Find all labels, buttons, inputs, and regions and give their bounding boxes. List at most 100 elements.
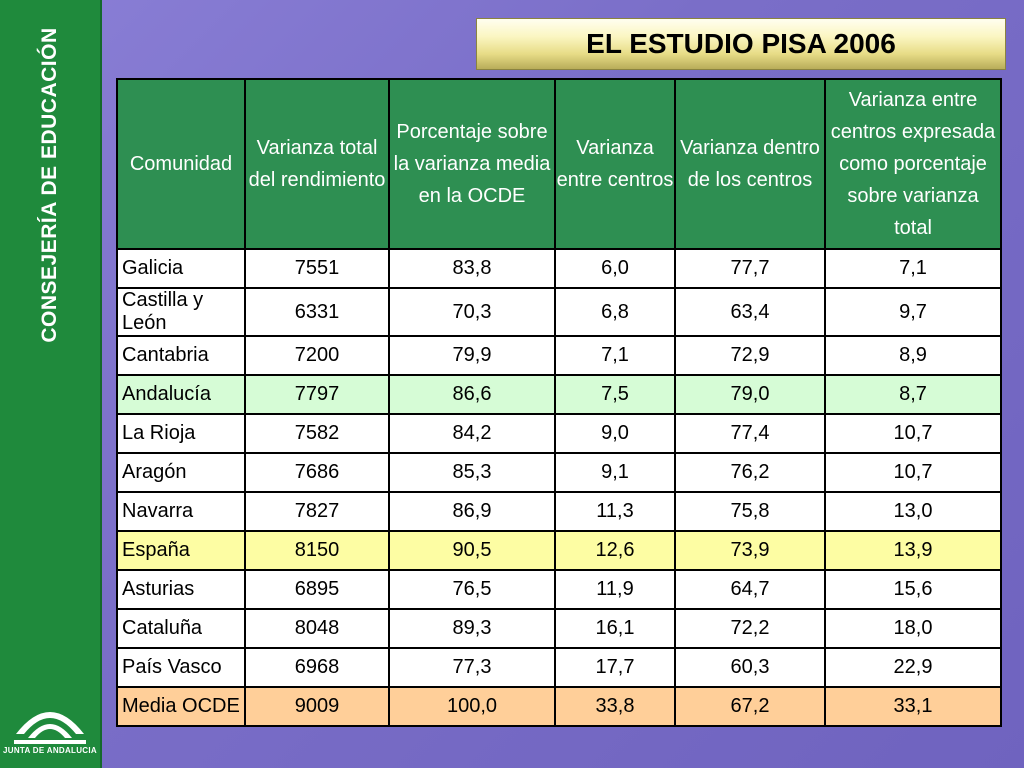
table-container: Comunidad Varianza total del rendimiento…	[116, 78, 1002, 727]
table-row: País Vasco 6968 77,3 17,7 60,3 22,9	[116, 647, 1002, 688]
value-cell: 7551	[244, 248, 390, 289]
row-name-cell: País Vasco	[116, 647, 246, 688]
value-cell: 7582	[244, 413, 390, 454]
value-cell: 72,2	[674, 608, 826, 649]
table-row: Cataluña 8048 89,3 16,1 72,2 18,0	[116, 608, 1002, 649]
row-name-cell: La Rioja	[116, 413, 246, 454]
sidebar: CONSEJERÍA DE EDUCACIÓN JUNTA DE ANDALUC…	[0, 0, 102, 768]
value-cell: 63,4	[674, 287, 826, 337]
value-cell: 13,9	[824, 530, 1002, 571]
row-name-cell: Navarra	[116, 491, 246, 532]
value-cell: 6331	[244, 287, 390, 337]
table-row: La Rioja 7582 84,2 9,0 77,4 10,7	[116, 413, 1002, 454]
value-cell: 7200	[244, 335, 390, 376]
header-cell: Varianza entre centros	[554, 78, 676, 250]
table-body: Galicia 7551 83,8 6,0 77,7 7,1 Castilla y León…	[116, 248, 1002, 727]
logo-text: JUNTA DE ANDALUCIA	[3, 746, 97, 755]
table-row: Galicia 7551 83,8 6,0 77,7 7,1	[116, 248, 1002, 289]
value-cell: 79,9	[388, 335, 556, 376]
title-banner: EL ESTUDIO PISA 2006	[476, 18, 1006, 70]
value-cell: 100,0	[388, 686, 556, 727]
table-row: Castilla y León 6331 70,3 6,8 63,4 9,7	[116, 287, 1002, 337]
value-cell: 10,7	[824, 413, 1002, 454]
value-cell: 11,3	[554, 491, 676, 532]
value-cell: 76,2	[674, 452, 826, 493]
value-cell: 85,3	[388, 452, 556, 493]
value-cell: 67,2	[674, 686, 826, 727]
row-name-cell: Cantabria	[116, 335, 246, 376]
value-cell: 77,7	[674, 248, 826, 289]
value-cell: 7,5	[554, 374, 676, 415]
value-cell: 22,9	[824, 647, 1002, 688]
header-row: Comunidad Varianza total del rendimiento…	[116, 78, 1002, 250]
value-cell: 9,7	[824, 287, 1002, 337]
value-cell: 8150	[244, 530, 390, 571]
table-row: España 8150 90,5 12,6 73,9 13,9	[116, 530, 1002, 571]
sidebar-vertical-title: CONSEJERÍA DE EDUCACIÓN	[38, 27, 61, 343]
value-cell: 70,3	[388, 287, 556, 337]
row-name-cell: Cataluña	[116, 608, 246, 649]
value-cell: 33,1	[824, 686, 1002, 727]
header-cell: Porcentaje sobre la varianza media en la…	[388, 78, 556, 250]
table-row: Media OCDE 9009 100,0 33,8 67,2 33,1	[116, 686, 1002, 727]
value-cell: 7,1	[554, 335, 676, 376]
value-cell: 73,9	[674, 530, 826, 571]
value-cell: 8048	[244, 608, 390, 649]
value-cell: 77,3	[388, 647, 556, 688]
value-cell: 60,3	[674, 647, 826, 688]
value-cell: 79,0	[674, 374, 826, 415]
value-cell: 84,2	[388, 413, 556, 454]
header-cell: Varianza dentro de los centros	[674, 78, 826, 250]
value-cell: 7,1	[824, 248, 1002, 289]
value-cell: 7797	[244, 374, 390, 415]
value-cell: 12,6	[554, 530, 676, 571]
value-cell: 9,0	[554, 413, 676, 454]
table-row: Andalucía 7797 86,6 7,5 79,0 8,7	[116, 374, 1002, 415]
row-name-cell: Andalucía	[116, 374, 246, 415]
value-cell: 6895	[244, 569, 390, 610]
row-name-cell: Aragón	[116, 452, 246, 493]
row-name-cell: Media OCDE	[116, 686, 246, 727]
value-cell: 72,9	[674, 335, 826, 376]
header-cell: Comunidad	[116, 78, 246, 250]
table-row: Asturias 6895 76,5 11,9 64,7 15,6	[116, 569, 1002, 610]
value-cell: 6,8	[554, 287, 676, 337]
value-cell: 6968	[244, 647, 390, 688]
value-cell: 17,7	[554, 647, 676, 688]
value-cell: 7827	[244, 491, 390, 532]
value-cell: 6,0	[554, 248, 676, 289]
value-cell: 83,8	[388, 248, 556, 289]
value-cell: 75,8	[674, 491, 826, 532]
value-cell: 13,0	[824, 491, 1002, 532]
table-row: Cantabria 7200 79,9 7,1 72,9 8,9	[116, 335, 1002, 376]
page-title: EL ESTUDIO PISA 2006	[586, 28, 896, 59]
value-cell: 89,3	[388, 608, 556, 649]
value-cell: 86,6	[388, 374, 556, 415]
value-cell: 18,0	[824, 608, 1002, 649]
value-cell: 9009	[244, 686, 390, 727]
value-cell: 33,8	[554, 686, 676, 727]
value-cell: 77,4	[674, 413, 826, 454]
value-cell: 90,5	[388, 530, 556, 571]
value-cell: 15,6	[824, 569, 1002, 610]
value-cell: 76,5	[388, 569, 556, 610]
pisa-table: Comunidad Varianza total del rendimiento…	[116, 78, 1002, 727]
row-name-cell: Galicia	[116, 248, 246, 289]
junta-logo: JUNTA DE ANDALUCIA	[0, 690, 100, 768]
value-cell: 8,9	[824, 335, 1002, 376]
row-name-cell: Asturias	[116, 569, 246, 610]
value-cell: 11,9	[554, 569, 676, 610]
value-cell: 16,1	[554, 608, 676, 649]
value-cell: 7686	[244, 452, 390, 493]
value-cell: 10,7	[824, 452, 1002, 493]
row-name-cell: España	[116, 530, 246, 571]
value-cell: 9,1	[554, 452, 676, 493]
row-name-cell: Castilla y León	[116, 287, 246, 337]
table-row: Aragón 7686 85,3 9,1 76,2 10,7	[116, 452, 1002, 493]
header-cell: Varianza total del rendimiento	[244, 78, 390, 250]
header-cell: Varianza entre centros expresada como po…	[824, 78, 1002, 250]
value-cell: 64,7	[674, 569, 826, 610]
value-cell: 8,7	[824, 374, 1002, 415]
value-cell: 86,9	[388, 491, 556, 532]
table-row: Navarra 7827 86,9 11,3 75,8 13,0	[116, 491, 1002, 532]
